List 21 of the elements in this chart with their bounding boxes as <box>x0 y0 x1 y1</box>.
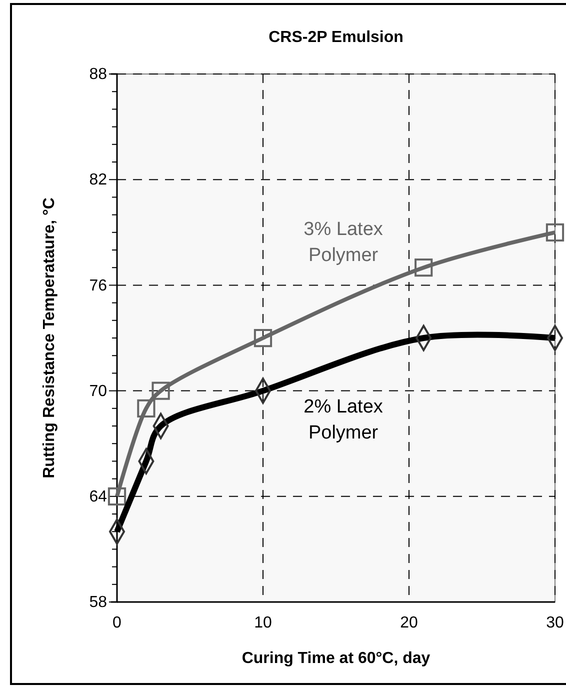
y-tick-label: 88 <box>89 66 108 84</box>
point <box>108 487 126 506</box>
y-axis-title: Rutting Resistance Temperataure, °C <box>41 197 58 478</box>
x-tick-label: 10 <box>254 614 272 632</box>
x-tick-label: 20 <box>400 614 418 632</box>
chart-title: CRS-2P Emulsion <box>268 29 404 46</box>
y-tick-label: 58 <box>89 594 108 612</box>
y-tick-label: 82 <box>89 172 108 189</box>
point <box>414 258 433 277</box>
point <box>137 399 156 418</box>
x-tick-label: 30 <box>546 614 564 632</box>
point <box>152 382 170 400</box>
x-axis-title: Curing Time at 60°C, day <box>242 650 430 667</box>
y-tick-label: 64 <box>89 488 108 506</box>
y-tick-label: 70 <box>89 382 108 400</box>
y-tick-label: 76 <box>89 277 108 294</box>
point <box>546 223 564 242</box>
series-label: 3% Latex Polymer <box>304 218 384 266</box>
x-tick-label: 0 <box>112 614 122 632</box>
point <box>254 328 272 348</box>
series-label: 2% Latex Polymer <box>304 396 384 444</box>
